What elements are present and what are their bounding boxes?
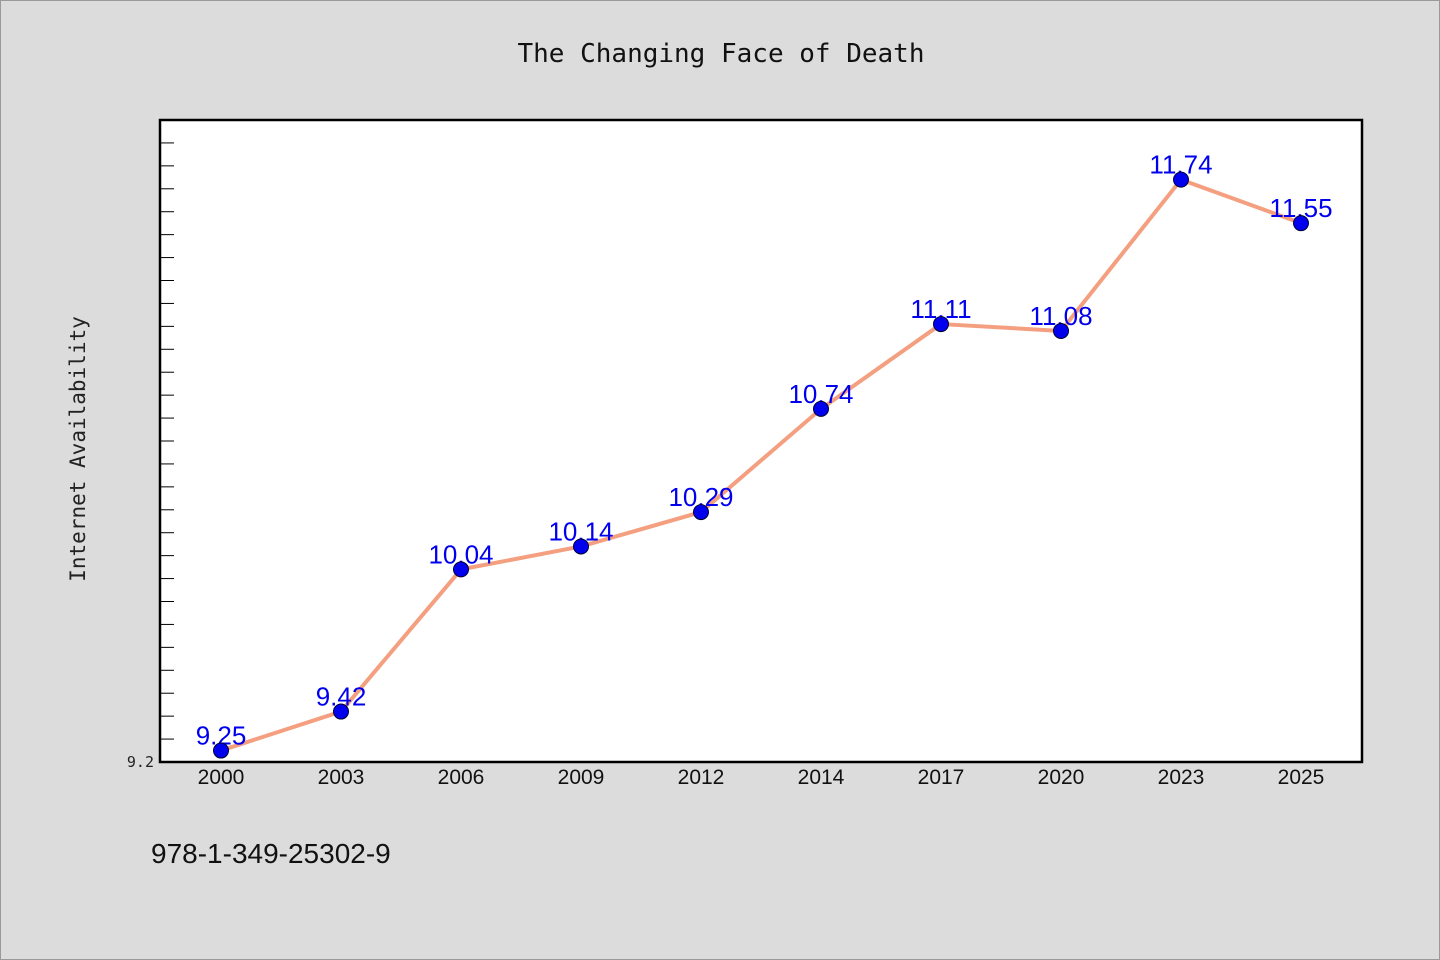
data-point [693,504,709,521]
x-tick-label: 2012 [678,766,725,789]
y-tick-label: 9.2 [127,753,154,771]
x-tick-label: 2003 [318,766,365,789]
data-point [213,742,229,759]
data-point [813,400,829,417]
data-point [453,561,469,578]
x-tick-label: 2023 [1158,766,1205,789]
x-axis-tick-labels: 2000 2003 2006 2009 2012 2014 2017 2020 2023 2025 [198,766,1325,789]
plot-area [158,118,1364,764]
x-tick-label: 2014 [798,766,845,789]
data-point [1293,215,1309,232]
series-line [219,177,1303,753]
x-tick-label: 2006 [438,766,485,789]
x-tick-label: 2025 [1278,766,1325,789]
y-axis-ticks: 9.2 [127,142,174,771]
data-point [573,538,589,555]
data-point [1173,171,1189,188]
data-point [333,703,349,720]
x-tick-label: 2017 [918,766,965,789]
isbn-text: 978-1-349-25302-9 [151,838,391,869]
x-tick-label: 2020 [1038,766,1085,789]
x-tick-label: 2000 [198,766,245,789]
y-axis-label: Internet Availability [66,316,90,582]
data-point [1053,322,1069,339]
data-point [933,316,949,333]
chart-title: The Changing Face of Death [518,39,925,69]
x-tick-label: 2009 [558,766,605,789]
